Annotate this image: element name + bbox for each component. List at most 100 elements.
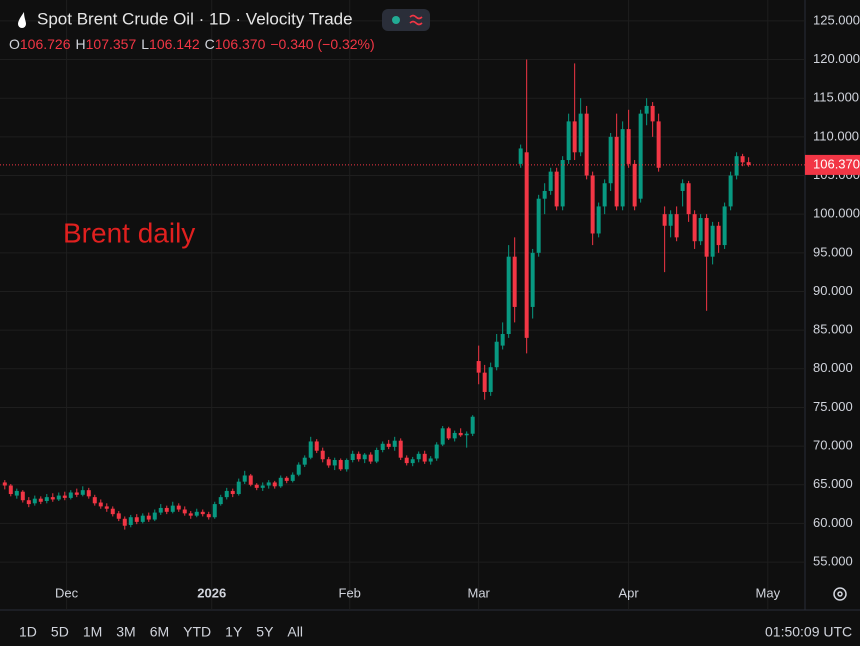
candle-body [104, 506, 109, 509]
y-tick-label: 60.000 [813, 515, 853, 530]
candle-body [272, 482, 277, 487]
candle-body [680, 183, 685, 191]
candle-body [614, 136, 619, 207]
last-price-tag [805, 154, 860, 175]
candle-body [542, 190, 547, 199]
timeframe-button[interactable]: 1D [19, 624, 37, 640]
candle-body [236, 481, 241, 495]
status-dot [392, 16, 400, 24]
ohlc-value: 106.726 [20, 36, 71, 52]
candle-body [638, 113, 643, 199]
y-tick-label: 120.000 [813, 51, 860, 66]
candle-body [224, 490, 229, 498]
candle-body [290, 474, 295, 481]
candle-body [536, 198, 541, 253]
symbol-icon [18, 12, 26, 28]
candle-body [554, 171, 559, 207]
candle-body [650, 105, 655, 122]
candle-body [434, 444, 439, 459]
candle-body [182, 509, 187, 514]
candle-body [440, 428, 445, 445]
x-tick-label: May [756, 585, 781, 600]
candle-body [710, 225, 715, 257]
candle-body [698, 218, 703, 242]
x-tick-label: Mar [467, 585, 490, 600]
candle-body [734, 156, 739, 176]
candle-body [152, 512, 157, 520]
candles [2, 59, 751, 530]
candle-body [14, 490, 19, 496]
candle-body [416, 453, 421, 460]
candle-body [266, 482, 271, 486]
x-tick-label: Apr [619, 585, 640, 600]
candle-body [134, 517, 139, 522]
settings-icon[interactable] [833, 587, 847, 601]
candle-body [728, 175, 733, 207]
y-tick-label: 100.000 [813, 206, 860, 221]
candle-body [50, 497, 55, 500]
candle-body [392, 440, 397, 447]
candle-body [284, 477, 289, 481]
candle-body [116, 513, 121, 519]
timeframe-button[interactable]: All [287, 624, 303, 640]
candle-body [410, 459, 415, 464]
candle-body [488, 367, 493, 392]
candle-body [572, 121, 577, 153]
x-tick-label: Feb [339, 585, 361, 600]
candle-body [170, 505, 175, 512]
y-tick-label: 75.000 [813, 399, 853, 414]
candle-body [314, 441, 319, 451]
candle-body [524, 152, 529, 338]
candle-body [56, 495, 61, 500]
y-tick-label: 65.000 [813, 476, 853, 491]
timeframe-button[interactable]: 6M [150, 624, 169, 640]
grid [0, 0, 805, 610]
candle-body [692, 214, 697, 242]
candle-body [494, 341, 499, 368]
candle-body [194, 511, 199, 516]
x-tick-label: Dec [55, 585, 79, 600]
candle-body [140, 515, 145, 522]
timeframe-button[interactable]: YTD [183, 624, 211, 640]
timeframe-button[interactable]: 3M [116, 624, 135, 640]
candle-body [662, 214, 667, 226]
timeframe-button[interactable]: 5Y [256, 624, 274, 640]
candle-body [308, 441, 313, 458]
candle-body [230, 490, 235, 495]
candle-body [584, 113, 589, 176]
candle-body [596, 206, 601, 234]
candle-body [452, 432, 457, 439]
timeframe-button[interactable]: 5D [51, 624, 69, 640]
y-tick-label: 115.000 [813, 90, 859, 105]
candle-body [446, 428, 451, 439]
candle-body [566, 121, 571, 161]
candle-body [332, 460, 337, 466]
candle-body [668, 214, 673, 226]
candle-body [740, 156, 745, 163]
candle-body [674, 214, 679, 238]
candle-body [98, 502, 103, 507]
candle-body [242, 475, 247, 482]
candle-body [278, 477, 283, 487]
candle-body [386, 443, 391, 447]
candle-body [686, 183, 691, 215]
timeframe-button[interactable]: 1Y [225, 624, 243, 640]
ohlc-key: C [205, 36, 215, 52]
candle-body [74, 492, 79, 495]
candle-body [350, 453, 355, 461]
candle-body [632, 163, 637, 207]
status-chip[interactable] [382, 9, 430, 31]
candle-body [404, 457, 409, 464]
ohlc-value: 106.370 [215, 36, 266, 52]
y-tick-label: 90.000 [813, 283, 853, 298]
candle-body [590, 175, 595, 234]
ohlc-value: 107.357 [86, 36, 137, 52]
chart-title: Spot Brent Crude Oil · 1D · Velocity Tra… [37, 9, 353, 28]
candle-body [206, 514, 211, 518]
candle-body [218, 497, 223, 505]
candle-body [38, 498, 43, 502]
y-tick-label: 80.000 [813, 360, 853, 375]
x-tick-label: 2026 [197, 585, 226, 600]
timeframe-button[interactable]: 1M [83, 624, 102, 640]
